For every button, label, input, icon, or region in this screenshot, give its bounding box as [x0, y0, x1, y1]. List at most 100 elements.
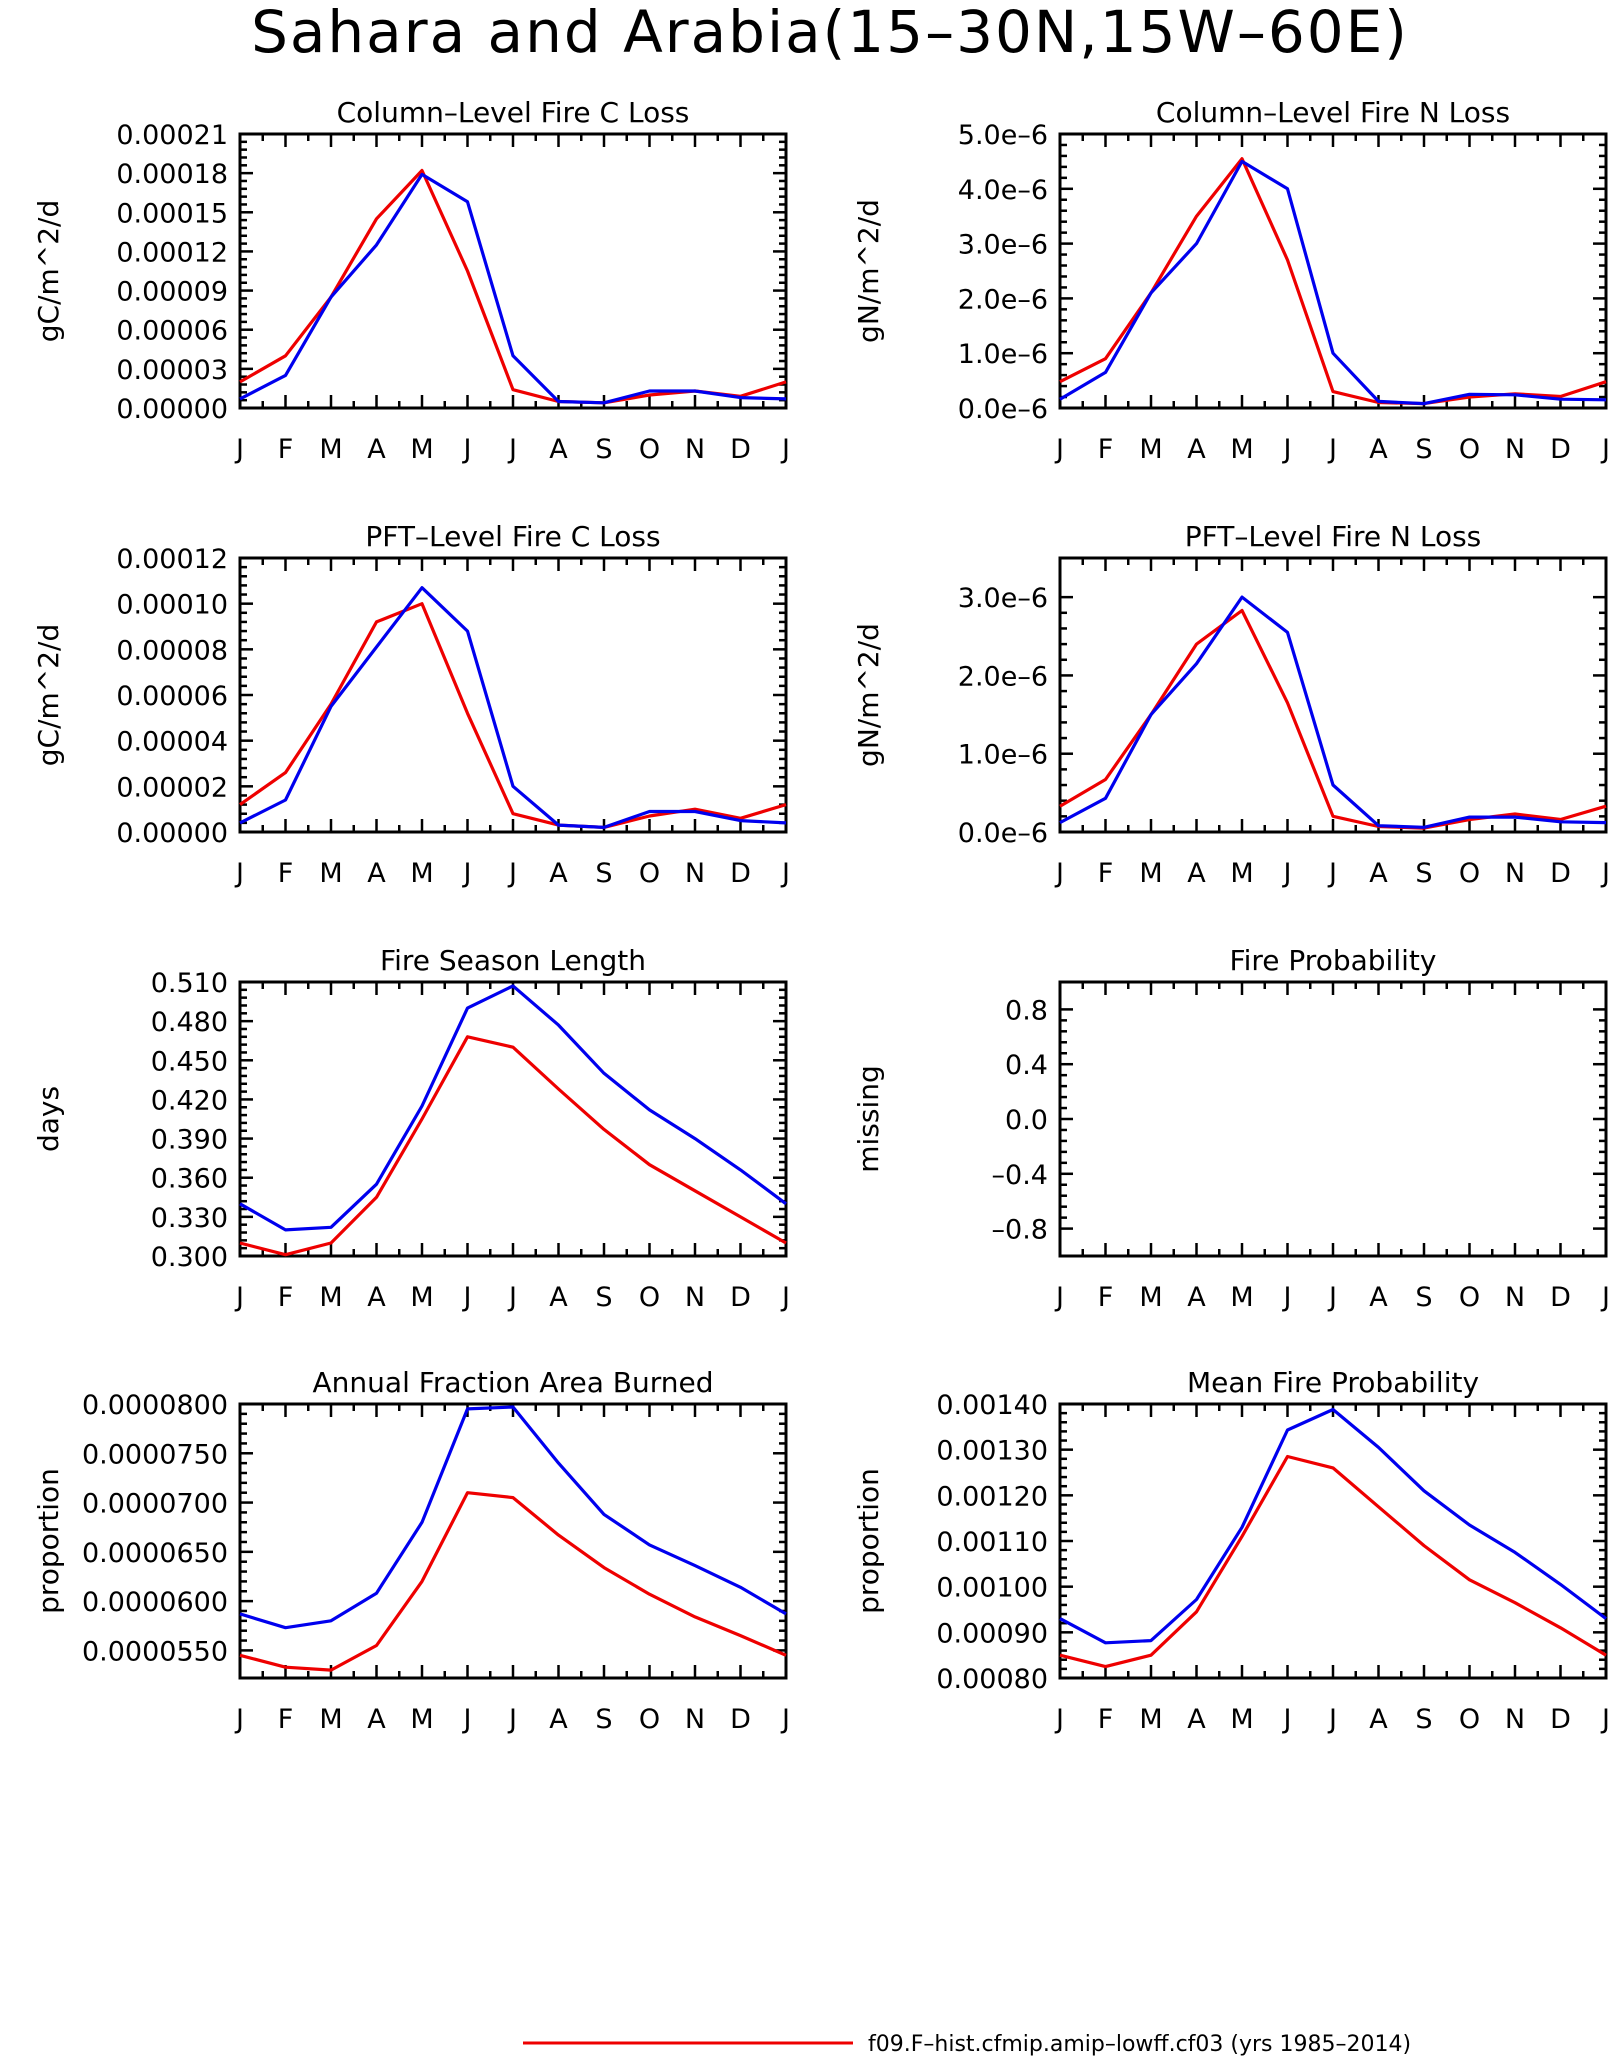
y-tick-label: 5.0e–6 — [958, 120, 1048, 151]
y-tick-label: 0.00130 — [936, 1436, 1048, 1467]
figure-title: Sahara and Arabia(15–30N,15W–60E) — [251, 0, 1409, 66]
plot-frame — [1058, 980, 1608, 1258]
x-tick-label: M — [1139, 434, 1162, 465]
y-tick-label: 0.00090 — [936, 1618, 1048, 1649]
y-tick-label: 0.00006 — [116, 316, 228, 347]
y-tick-label: 1.0e–6 — [958, 740, 1048, 771]
x-tick-label: J — [780, 1282, 790, 1313]
x-tick-label: J — [780, 858, 790, 889]
y-axis-label: missing — [852, 1065, 885, 1173]
y-tick-label: 0.450 — [151, 1046, 228, 1077]
x-tick-label: J — [507, 858, 517, 889]
x-tick-label: F — [1098, 858, 1114, 889]
series-blue-line — [1059, 159, 1607, 406]
panel-title: Mean Fire Probability — [1187, 1366, 1479, 1399]
x-tick-label: D — [730, 1704, 751, 1735]
x-tick-label: M — [319, 1282, 342, 1313]
x-tick-label: S — [1415, 858, 1432, 889]
series-red-line — [239, 1035, 787, 1257]
x-tick-label: J — [462, 434, 472, 465]
x-tick-label: J — [1600, 858, 1610, 889]
x-tick-label: O — [1459, 1704, 1480, 1735]
x-tick-label: A — [1369, 1704, 1388, 1735]
x-tick-label: J — [462, 1282, 472, 1313]
y-axis-label: gN/m^2/d — [852, 623, 885, 767]
y-tick-label: 0.00100 — [936, 1573, 1048, 1604]
x-tick-label: D — [1550, 858, 1571, 889]
panel-title: Annual Fraction Area Burned — [313, 1366, 714, 1399]
y-axis-label: gN/m^2/d — [852, 199, 885, 343]
x-tick-label: A — [367, 1704, 386, 1735]
x-tick-label: M — [1230, 858, 1253, 889]
series-red-line — [1059, 1454, 1607, 1669]
x-tick-label: J — [234, 434, 244, 465]
y-tick-label: 0.00000 — [116, 818, 228, 849]
x-tick-label: S — [1415, 1282, 1432, 1313]
y-tick-label: 0.8 — [1005, 995, 1048, 1026]
x-tick-label: J — [1054, 1282, 1064, 1313]
x-tick-label: M — [1230, 434, 1253, 465]
series-blue-line — [1059, 1407, 1607, 1645]
y-tick-label: 0.00015 — [116, 198, 228, 229]
y-tick-label: 0.00021 — [116, 120, 228, 151]
y-tick-label: 0.0 — [1005, 1105, 1048, 1136]
y-tick-label: 0.00009 — [116, 277, 228, 308]
y-tick-label: 2.0e–6 — [958, 284, 1048, 315]
x-tick-label: A — [1187, 1704, 1206, 1735]
x-tick-label: F — [278, 1704, 294, 1735]
x-tick-label: A — [1187, 858, 1206, 889]
x-tick-label: J — [780, 1704, 790, 1735]
x-tick-label: A — [367, 858, 386, 889]
y-tick-label: 0.00012 — [116, 544, 228, 575]
series-red-line — [239, 1491, 787, 1672]
x-tick-label: J — [1282, 858, 1292, 889]
x-tick-label: N — [685, 434, 705, 465]
y-tick-label: 0.360 — [151, 1164, 228, 1195]
x-tick-label: M — [1139, 1282, 1162, 1313]
y-tick-label: 0.0000600 — [82, 1587, 228, 1618]
x-tick-label: M — [410, 1282, 433, 1313]
x-tick-label: J — [234, 1282, 244, 1313]
y-tick-label: 0.00120 — [936, 1481, 1048, 1512]
y-tick-label: 0.00012 — [116, 237, 228, 268]
y-tick-label: 0.330 — [151, 1203, 228, 1234]
x-tick-label: D — [1550, 1282, 1571, 1313]
x-tick-label: A — [549, 858, 568, 889]
x-tick-label: J — [462, 858, 472, 889]
y-axis-label: proportion — [852, 1468, 885, 1614]
x-tick-label: O — [1459, 1282, 1480, 1313]
x-tick-label: J — [507, 434, 517, 465]
y-tick-label: 0.4 — [1005, 1050, 1048, 1081]
y-tick-label: 3.0e–6 — [958, 583, 1048, 614]
series-blue-line — [1059, 595, 1607, 829]
y-tick-label: 0.0000800 — [82, 1390, 228, 1421]
x-tick-label: J — [1327, 1704, 1337, 1735]
x-tick-label: M — [1230, 1282, 1253, 1313]
panel-title: Fire Probability — [1230, 944, 1437, 977]
x-tick-label: D — [1550, 434, 1571, 465]
x-tick-label: A — [367, 1282, 386, 1313]
x-tick-label: N — [1505, 434, 1525, 465]
x-tick-label: J — [1282, 434, 1292, 465]
plot-frame — [1058, 1402, 1608, 1680]
x-tick-label: O — [639, 858, 660, 889]
series-blue-line — [239, 172, 787, 405]
x-tick-label: M — [319, 1704, 342, 1735]
x-tick-label: J — [462, 1704, 472, 1735]
panel-title: Column–Level Fire N Loss — [1156, 96, 1510, 129]
x-tick-label: O — [1459, 858, 1480, 889]
x-tick-label: M — [410, 1704, 433, 1735]
x-tick-label: N — [685, 858, 705, 889]
x-tick-label: J — [1600, 434, 1610, 465]
series-blue-line — [239, 1405, 787, 1630]
y-tick-label: 0.00004 — [116, 727, 228, 758]
x-tick-label: F — [278, 1282, 294, 1313]
y-tick-label: 2.0e–6 — [958, 661, 1048, 692]
plot-frame — [1058, 556, 1608, 834]
y-tick-label: 0.420 — [151, 1085, 228, 1116]
y-tick-label: 0.00140 — [936, 1390, 1048, 1421]
